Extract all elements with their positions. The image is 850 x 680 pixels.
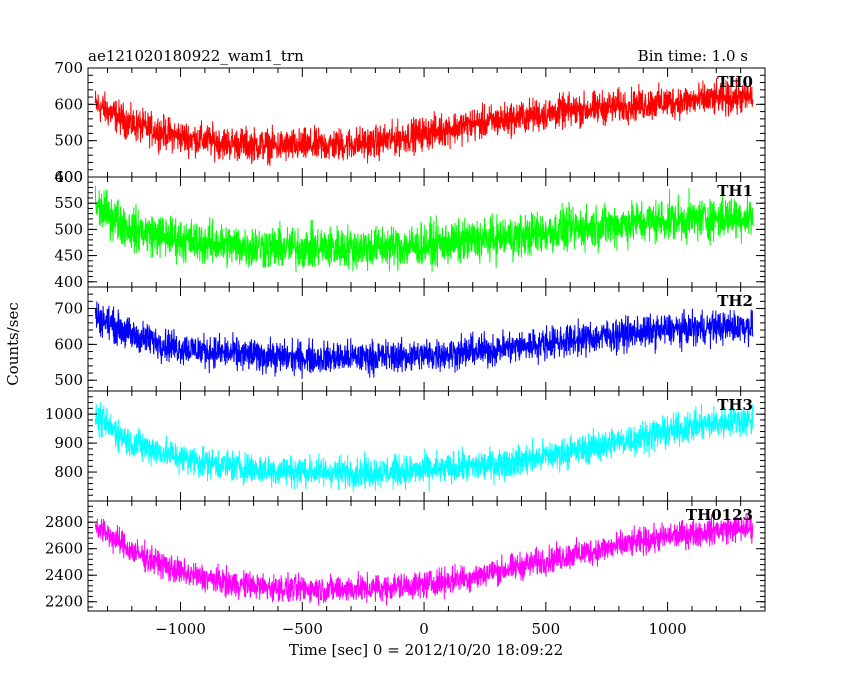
y-tick-label: 2600 — [45, 540, 83, 558]
y-tick-label: 400 — [54, 273, 83, 291]
x-tick-label: −1000 — [155, 620, 206, 638]
series-line-th0 — [94, 77, 754, 167]
series-label: TH1 — [717, 182, 753, 200]
y-axis-label: Counts/sec — [4, 302, 22, 386]
y-tick-label: 2400 — [45, 566, 83, 584]
y-tick-label: 500 — [54, 371, 83, 389]
panel-frame — [87, 500, 766, 612]
chart-title: ae121020180922_wam1_trn — [88, 47, 304, 65]
y-tick-label: 400 — [54, 168, 83, 186]
series-label: TH0123 — [686, 506, 753, 524]
y-tick-label: 600 — [54, 335, 83, 353]
x-tick-label: −500 — [282, 620, 323, 638]
x-tick-label: 500 — [532, 620, 561, 638]
y-tick-label: 700 — [54, 59, 83, 77]
series-label: TH0 — [717, 73, 753, 91]
panels-group: 400 500 600 700 TH0 400 450 500 550 600 TH1 500 600 7… — [45, 59, 766, 638]
series-line-th3 — [94, 402, 754, 492]
bin-time-label: Bin time: 1.0 s — [638, 47, 748, 65]
y-tick-label: 450 — [54, 247, 83, 265]
series-line-th2 — [94, 301, 754, 380]
y-tick-label: 900 — [54, 434, 83, 452]
series-line-th0123 — [94, 514, 754, 606]
y-tick-label: 500 — [54, 220, 83, 238]
x-axis-label: Time [sec] 0 = 2012/10/20 18:09:22 — [289, 641, 563, 659]
x-tick-label: 0 — [419, 620, 429, 638]
y-tick-label: 600 — [54, 95, 83, 113]
y-tick-label: 700 — [54, 300, 83, 318]
y-tick-label: 800 — [54, 463, 83, 481]
y-tick-label: 2200 — [45, 593, 83, 611]
y-tick-label: 1000 — [45, 405, 83, 423]
series-line-th1 — [94, 185, 754, 273]
series-label: TH2 — [717, 292, 753, 310]
y-tick-label: 2800 — [45, 513, 83, 531]
x-tick-label: 1000 — [648, 620, 686, 638]
y-tick-label: 550 — [54, 194, 83, 212]
series-label: TH3 — [717, 396, 753, 414]
panel-frame — [87, 390, 766, 502]
y-tick-label: 500 — [54, 132, 83, 150]
y-tick-label: 600 — [54, 168, 83, 186]
